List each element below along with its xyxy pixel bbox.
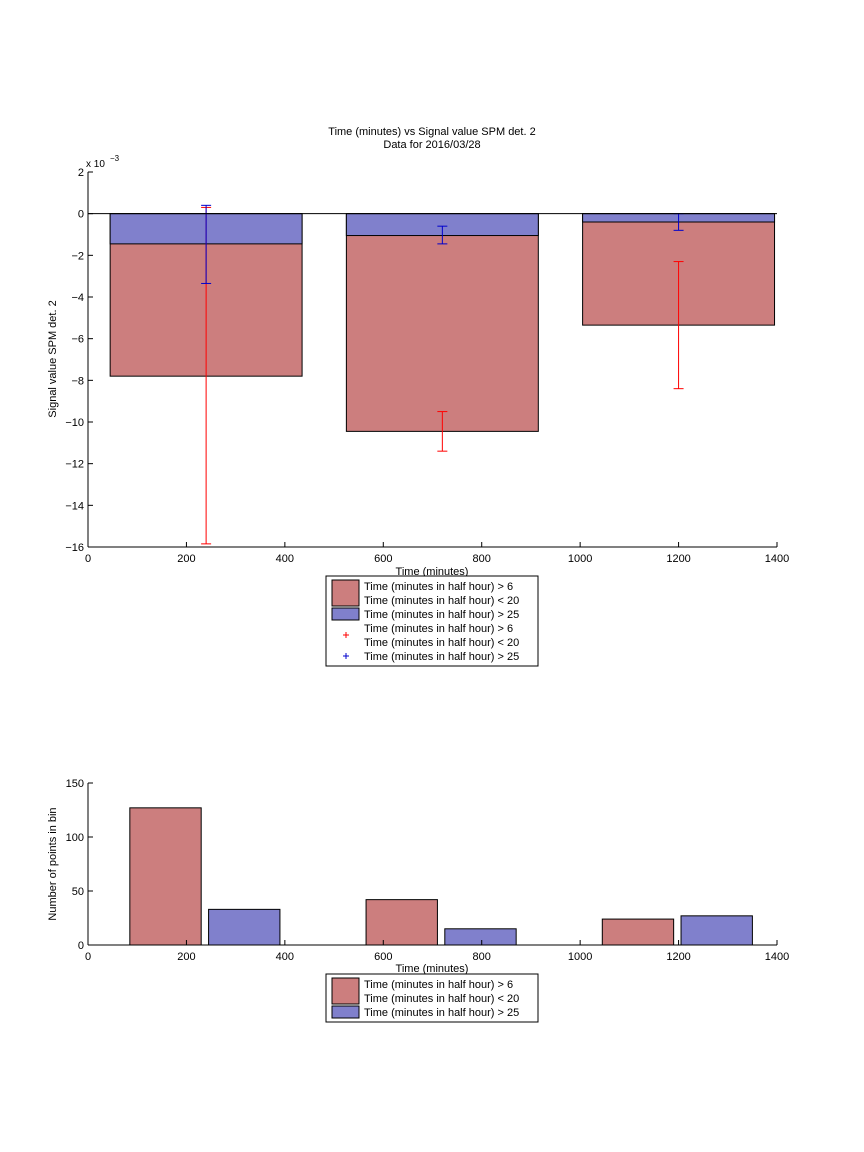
chart1-ylabel: Signal value SPM det. 2	[47, 300, 59, 417]
chart1-exponent: x 10 −3	[86, 154, 120, 170]
chart1-exponent-power: −3	[110, 154, 120, 163]
legend-label: Time (minutes in half hour) < 20	[364, 993, 519, 1005]
chart1-title: Time (minutes) vs Signal value SPM det. …	[328, 126, 535, 138]
chart2-bars	[129, 807, 753, 946]
x-tick-label: 1400	[765, 951, 789, 963]
x-tick-label: 1400	[765, 553, 789, 565]
legend-swatch	[331, 579, 360, 607]
y-tick-label: −10	[65, 417, 84, 429]
chart2-axes: 0 200 400 600 800 1000 1200 1400 0 50 100 150	[66, 778, 790, 963]
x-tick-label: 0	[85, 553, 91, 565]
legend-label: Time (minutes in half hour) < 20	[364, 637, 519, 649]
x-tick-label: 800	[473, 951, 491, 963]
legend-label: Time (minutes in half hour) > 6	[364, 979, 513, 991]
count-bar-red-4	[601, 918, 675, 946]
chart1-errorbars	[201, 204, 684, 545]
count-bar-red-2	[365, 899, 438, 946]
y-tick-label: 0	[78, 209, 84, 221]
chart2-legend: Time (minutes in half hour) > 6 Time (min…	[325, 973, 539, 1023]
count-bar-blue-1	[208, 908, 281, 946]
legend-item-0: Time (minutes in half hour) > 6 Time (min…	[331, 977, 519, 1005]
x-tick-label: 600	[374, 951, 392, 963]
y-tick-label: 150	[66, 778, 84, 790]
count-chart: 0 200 400 600 800 1000 1200 1400 0 50 100 150 Time …	[47, 778, 790, 1023]
legend-label: Time (minutes in half hour) > 6	[364, 623, 513, 635]
count-bar-blue-3	[444, 928, 517, 946]
y-tick-label: 50	[72, 886, 84, 898]
y-tick-label: 2	[78, 167, 84, 179]
legend-item-1: Time (minutes in half hour) > 25	[331, 607, 519, 621]
y-tick-label: −16	[65, 542, 84, 554]
y-tick-label: 100	[66, 832, 84, 844]
legend-label: Time (minutes in half hour) > 25	[364, 1007, 519, 1019]
chart1-exponent-label: x 10	[86, 159, 105, 170]
y-tick-label: −6	[71, 334, 84, 346]
chart1-subtitle: Data for 2016/03/28	[383, 139, 480, 151]
legend-box	[325, 973, 539, 1023]
x-tick-label: 400	[276, 553, 294, 565]
legend-label: Time (minutes in half hour) < 20	[364, 595, 519, 607]
y-tick-label: −14	[65, 500, 84, 512]
x-tick-label: 1000	[568, 951, 592, 963]
errorbar-blue-4	[437, 225, 448, 245]
chart1-xlabel: Time (minutes)	[396, 566, 469, 578]
x-tick-label: 200	[177, 553, 195, 565]
chart1-axes: 0 200 400 600 800 1000 1200 1400 2 0 −2 −4 −6 −8 −10 −1…	[65, 167, 789, 565]
x-tick-label: 400	[276, 951, 294, 963]
x-tick-label: 1200	[666, 951, 690, 963]
y-tick-label: −8	[71, 375, 84, 387]
legend-item-2: Time (minutes in half hour) > 6 Time (min…	[343, 623, 519, 649]
y-tick-label: −12	[65, 459, 84, 471]
y-tick-label: 0	[78, 940, 84, 952]
legend-swatch	[331, 1005, 360, 1019]
legend-item-3: Time (minutes in half hour) > 25	[343, 651, 519, 663]
legend-swatch	[331, 977, 360, 1005]
legend-label: Time (minutes in half hour) > 25	[364, 609, 519, 621]
errorbar-red-1	[437, 411, 448, 452]
legend-label: Time (minutes in half hour) > 25	[364, 651, 519, 663]
bar-red-1	[345, 213, 539, 432]
chart2-ylabel: Number of points in bin	[47, 807, 59, 920]
chart1-bars	[109, 213, 776, 432]
legend-box	[325, 575, 539, 667]
count-bar-red-0	[129, 807, 202, 946]
chart1-legend: Time (minutes in half hour) > 6 Time (min…	[325, 575, 539, 667]
count-bar-blue-5	[680, 915, 753, 946]
x-tick-label: 200	[177, 951, 195, 963]
x-tick-label: 1000	[568, 553, 592, 565]
x-tick-label: 800	[473, 553, 491, 565]
y-tick-label: −2	[71, 250, 84, 262]
errorbar-blue-3	[201, 204, 212, 284]
x-tick-label: 600	[374, 553, 392, 565]
y-tick-label: −4	[71, 292, 84, 304]
legend-label: Time (minutes in half hour) > 6	[364, 581, 513, 593]
chart2-xlabel: Time (minutes)	[396, 963, 469, 975]
x-tick-label: 0	[85, 951, 91, 963]
errorbar-red-2	[673, 261, 684, 390]
x-tick-label: 1200	[666, 553, 690, 565]
legend-swatch	[331, 607, 360, 621]
legend-item-0: Time (minutes in half hour) > 6 Time (min…	[331, 579, 519, 607]
signal-chart: Time (minutes) vs Signal value SPM det. …	[47, 126, 789, 667]
legend-item-1: Time (minutes in half hour) > 25	[331, 1005, 519, 1019]
